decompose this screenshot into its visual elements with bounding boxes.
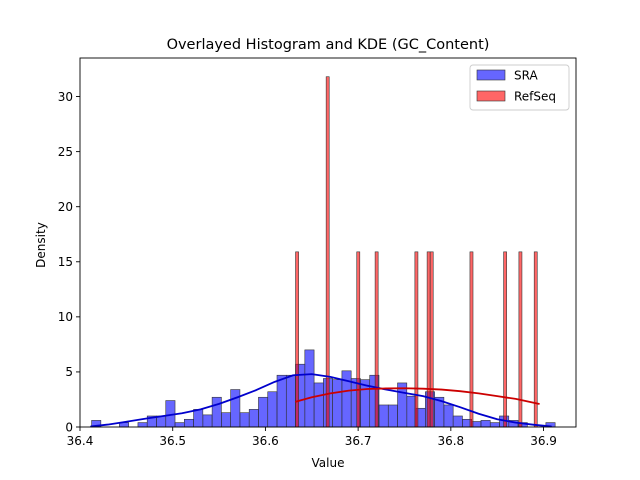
x-tick-label: 36.8 (437, 434, 464, 448)
sra-bar (304, 349, 315, 428)
x-tick-label: 36.5 (159, 434, 186, 448)
sra-bar (211, 396, 222, 428)
sra-bar (480, 420, 491, 428)
sra-bar (258, 396, 269, 428)
axes-layer: 36.4 36.5 36.6 36.7 36.8 36.9 0 5 10 15 20 25 30 (58, 57, 577, 448)
y-tick-label: 30 (58, 90, 73, 104)
x-tick-label: 36.7 (345, 434, 372, 448)
y-axis-label: Density (34, 222, 48, 268)
sra-bar (443, 404, 454, 428)
refseq-bar (426, 251, 431, 428)
legend-swatch-refseq (476, 90, 506, 102)
sra-bar (387, 404, 398, 428)
legend-label-sra: SRA (514, 69, 538, 83)
y-tick-label: 25 (58, 145, 73, 159)
sra-bar (193, 409, 204, 428)
bars-layer (91, 76, 556, 428)
refseq-kde-line (295, 387, 540, 405)
sra-bar (452, 415, 463, 428)
sra-kde-line (90, 373, 552, 428)
sra-bar (267, 391, 278, 428)
plot-frame (79, 57, 577, 428)
x-tick-label: 36.4 (67, 434, 94, 448)
sra-bar (489, 422, 500, 428)
sra-bar (397, 382, 408, 428)
sra-bar (248, 409, 259, 428)
sra-bar (285, 374, 296, 428)
sra-bar (239, 412, 250, 428)
sra-bar (332, 379, 343, 428)
x-tick-label: 36.6 (252, 434, 279, 448)
y-tick-label: 5 (65, 365, 73, 379)
refseq-bar (356, 251, 361, 428)
chart-title: Overlayed Histogram and KDE (GC_Content) (167, 37, 490, 53)
sra-bar (230, 389, 241, 428)
refseq-bar (429, 251, 434, 428)
sra-bar (202, 414, 213, 428)
refseq-bar (414, 251, 419, 428)
sra-bar (276, 374, 287, 428)
sra-bar (313, 382, 324, 428)
refseq-bar (374, 251, 379, 428)
y-tick-label: 10 (58, 310, 73, 324)
sra-bar (221, 412, 231, 428)
refseq-bar (469, 251, 474, 428)
y-tick-label: 15 (58, 255, 73, 269)
y-tick-label: 0 (65, 420, 73, 434)
legend: SRA RefSeq (469, 64, 570, 111)
sra-bar (378, 404, 389, 428)
sra-bar (137, 422, 148, 428)
refseq-bar (503, 251, 507, 428)
x-axis-label: Value (312, 456, 345, 470)
kde-layer (90, 373, 552, 428)
refseq-bar (325, 76, 330, 428)
sra-bar (184, 418, 194, 428)
legend-label-refseq: RefSeq (514, 90, 556, 104)
sra-bar (174, 422, 185, 428)
y-tick-label: 20 (58, 200, 73, 214)
x-tick-label: 36.9 (530, 434, 557, 448)
refseq-bar (533, 251, 538, 428)
legend-swatch-sra (476, 69, 506, 81)
